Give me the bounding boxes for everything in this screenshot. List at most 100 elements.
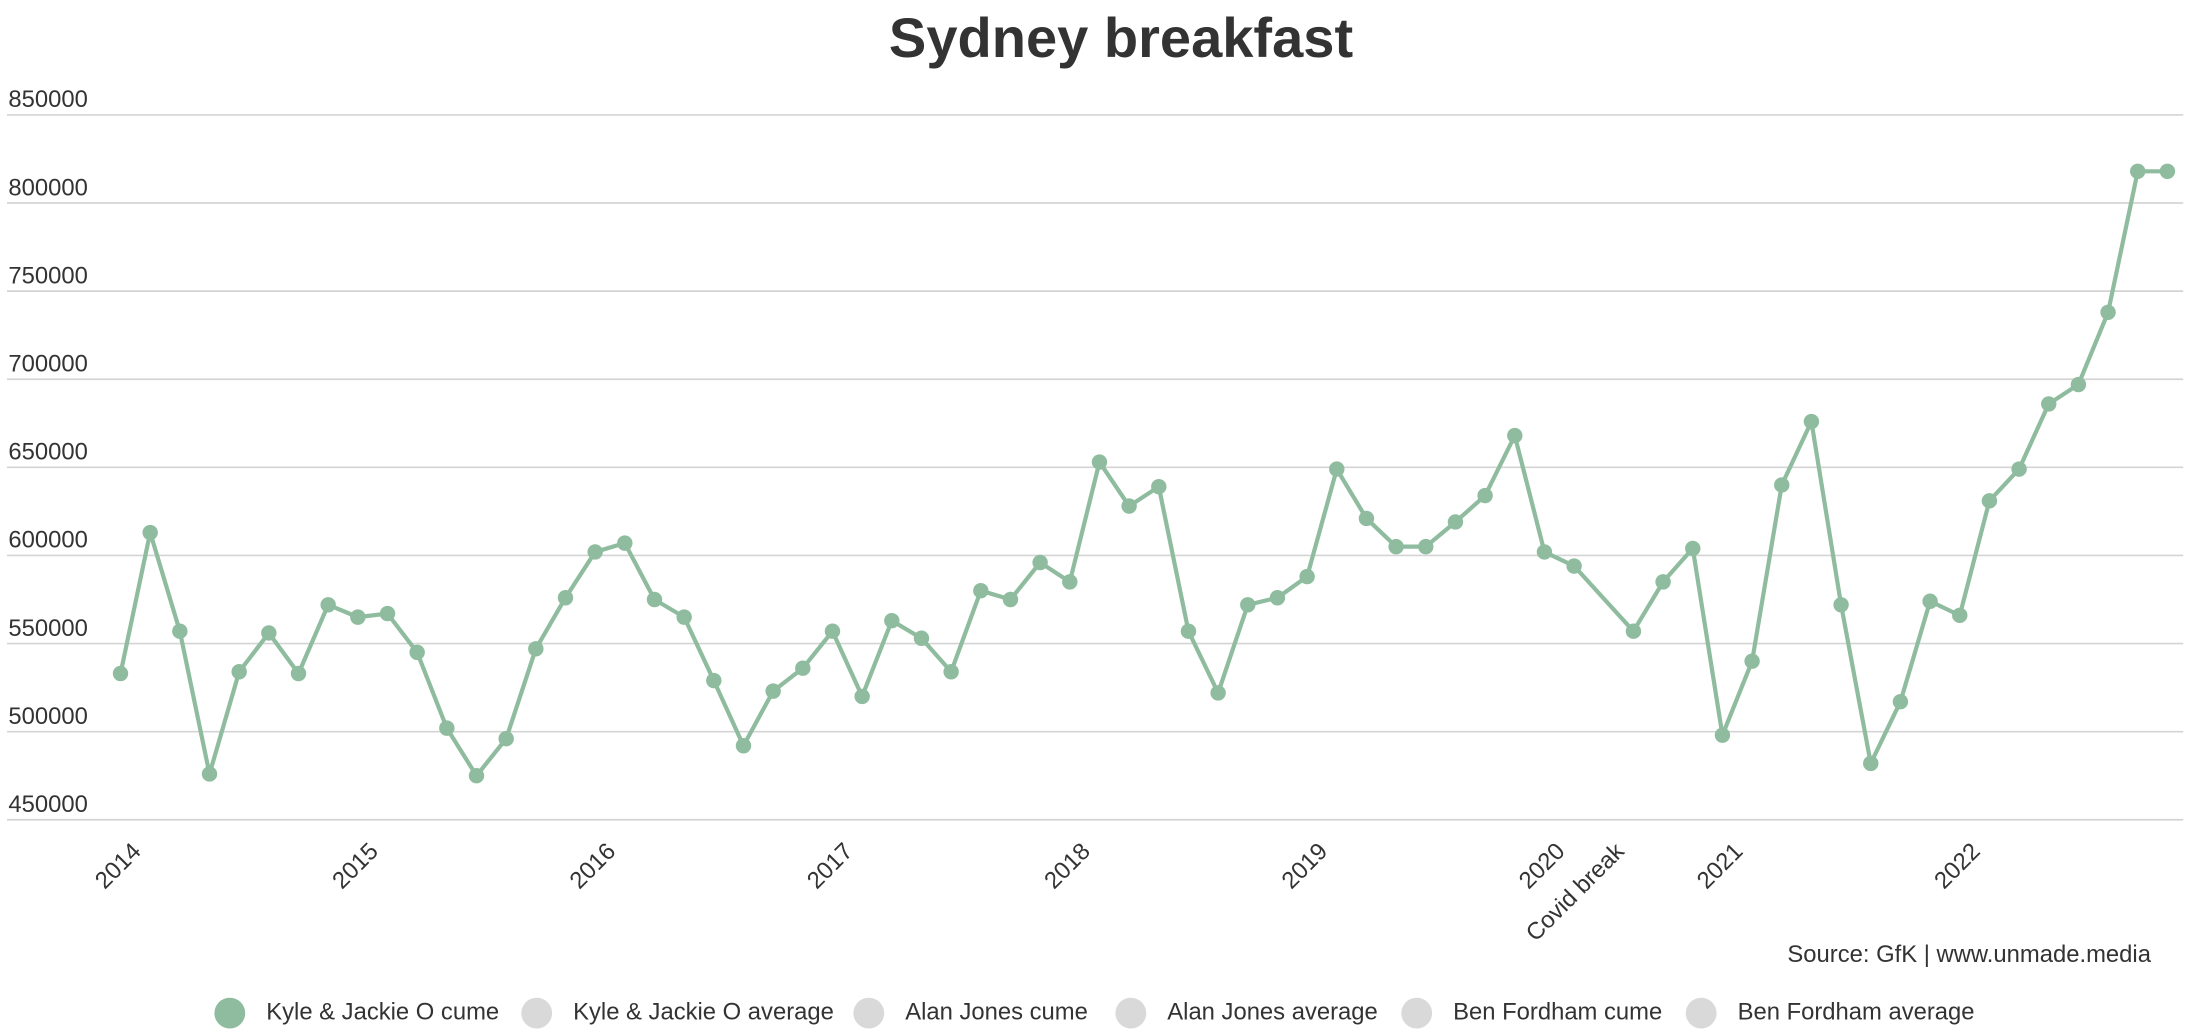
line-segment <box>1305 468 1339 578</box>
line-segment <box>177 630 212 775</box>
line-segment <box>237 631 271 674</box>
point <box>142 524 158 541</box>
line-segment <box>860 619 894 698</box>
y-tick-label: 650000 <box>8 439 87 466</box>
series <box>112 163 2176 784</box>
point <box>765 683 781 699</box>
legend-marker <box>853 997 885 1029</box>
y-tick-label: 550000 <box>8 615 87 642</box>
line-segment <box>1097 460 1131 508</box>
point <box>2011 461 2027 477</box>
x-tick-label: 2022 <box>1929 838 1986 895</box>
legend-label: Ben Fordham average <box>1738 998 1975 1025</box>
line-segment <box>949 589 983 673</box>
line-segment <box>830 630 865 698</box>
point <box>1685 540 1701 557</box>
line-segment <box>1334 468 1369 520</box>
line-segment <box>1067 461 1102 583</box>
legend-label: Alan Jones cume <box>905 998 1088 1025</box>
line-segment <box>1750 484 1784 662</box>
point <box>1151 479 1167 495</box>
line-segment <box>2076 311 2111 386</box>
line-segment <box>801 629 835 670</box>
point <box>172 623 188 639</box>
point <box>646 591 663 608</box>
y-tick-label: 450000 <box>8 791 87 818</box>
line-segment <box>2017 403 2051 470</box>
point <box>1358 510 1375 527</box>
line-segment <box>563 550 597 599</box>
x-tick-label: 2018 <box>1039 838 1096 895</box>
point <box>2070 376 2087 393</box>
line-segment <box>1779 420 1814 486</box>
point <box>587 544 603 560</box>
legend-label: Kyle & Jackie O average <box>573 998 834 1025</box>
y-tick-label: 500000 <box>8 703 87 730</box>
line-segment <box>1690 548 1725 736</box>
y-tick-label: 600000 <box>8 527 87 554</box>
line-segment <box>445 727 479 777</box>
point <box>528 641 544 657</box>
line-segment <box>1720 660 1755 736</box>
x-tick-label: 2019 <box>1276 838 1333 895</box>
line-segment <box>207 671 242 775</box>
y-tick-label: 850000 <box>8 86 87 113</box>
point <box>1833 597 1849 613</box>
point <box>824 623 841 639</box>
chart-title: Sydney breakfast <box>889 6 1353 69</box>
point <box>350 609 366 625</box>
point <box>1714 727 1731 743</box>
line-segment <box>741 690 775 747</box>
legend-label: Kyle & Jackie O cume <box>266 998 499 1025</box>
point <box>1240 597 1256 613</box>
x-tick-label: 2017 <box>802 838 859 895</box>
point <box>913 630 930 646</box>
point <box>1892 693 1909 710</box>
point <box>1566 558 1582 574</box>
point <box>617 535 633 551</box>
y-tick-label: 700000 <box>8 351 87 378</box>
point <box>409 644 425 661</box>
point <box>1210 685 1226 701</box>
point <box>1062 574 1078 590</box>
legend-marker <box>1115 997 1147 1029</box>
line-segment <box>622 542 657 601</box>
point <box>2159 163 2176 180</box>
line-segment <box>1957 500 1992 616</box>
point <box>1180 623 1197 639</box>
line-segment <box>1572 564 1635 633</box>
line-segment <box>1008 561 1042 601</box>
point <box>231 664 247 680</box>
point <box>854 688 870 705</box>
point <box>884 612 900 629</box>
legend-label: Alan Jones average <box>1167 998 1378 1025</box>
x-tick-label: 2016 <box>565 838 622 895</box>
point <box>201 766 218 782</box>
point <box>706 672 722 689</box>
point <box>468 768 485 784</box>
point <box>1477 487 1493 504</box>
line-segment <box>385 612 419 654</box>
legend-marker <box>1685 997 1717 1029</box>
point <box>676 609 692 625</box>
point <box>735 738 752 754</box>
point <box>1091 454 1108 470</box>
point <box>1536 544 1553 560</box>
x-tick-label: 2014 <box>90 838 147 895</box>
point <box>1418 538 1434 555</box>
line-segment <box>1898 600 1933 703</box>
point <box>290 665 307 682</box>
line-segment <box>267 631 301 675</box>
point <box>379 605 396 622</box>
point <box>1121 498 1137 514</box>
line-segment <box>1631 580 1665 633</box>
point <box>2100 304 2116 320</box>
point <box>1299 568 1315 585</box>
point <box>1981 493 1998 509</box>
line-segment <box>534 596 568 650</box>
x-tick-label: 2021 <box>1692 838 1749 895</box>
line-segment <box>504 648 538 740</box>
line-segment <box>1186 630 1221 694</box>
legend-label: Ben Fordham cume <box>1453 998 1662 1025</box>
